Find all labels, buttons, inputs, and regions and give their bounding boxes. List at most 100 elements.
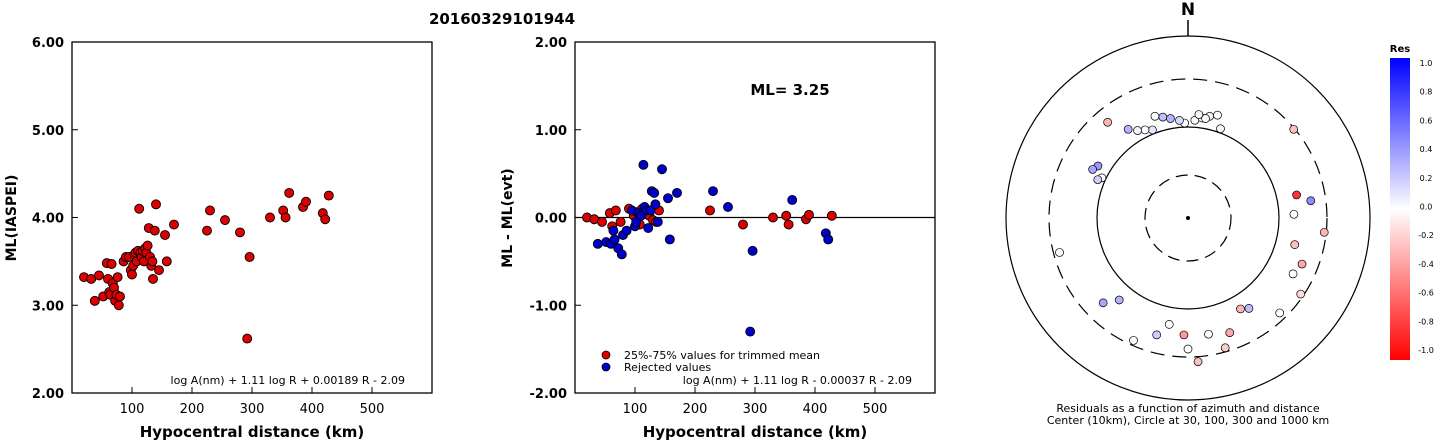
ring-300km	[1048, 78, 1328, 358]
station-point	[1297, 259, 1307, 269]
colorbar-gradient	[1390, 58, 1410, 360]
data-point	[745, 326, 756, 337]
data-point	[804, 209, 814, 220]
station-point	[1220, 343, 1230, 353]
data-point	[112, 272, 123, 283]
formula-label: log A(nm) + 1.11 log R - 0.00037 R - 2.0…	[683, 374, 912, 387]
station-point	[1201, 114, 1210, 123]
colorbar-tick-label: 0.4	[1420, 145, 1433, 154]
colorbar-tick-label: -0.4	[1418, 260, 1434, 269]
data-point	[649, 187, 660, 198]
data-point	[592, 238, 603, 249]
data-point	[265, 212, 275, 223]
x-tick-label: 300	[240, 402, 265, 417]
data-point	[650, 199, 661, 210]
y-axis-label: ML - ML(evt)	[500, 168, 516, 267]
data-point	[616, 249, 627, 260]
data-point	[202, 225, 212, 236]
ring-100km	[1096, 126, 1280, 310]
residual-vs-distance-plot: 100 200 300 400 500 -2.00 -1.00 0.00 1.00 2.00 ML…	[500, 36, 936, 441]
north-label: N	[1181, 0, 1195, 20]
y-tick-label: 3.00	[32, 299, 64, 314]
data-point	[615, 216, 626, 227]
station-point	[1289, 124, 1299, 134]
plot-frame	[71, 41, 433, 394]
data-point	[781, 210, 792, 221]
x-tick-label: 100	[120, 402, 145, 417]
station-point	[1175, 116, 1184, 125]
data-point	[664, 234, 675, 245]
legend-label-trimmed-mean: 25%-75% values for trimmed mean	[624, 349, 820, 362]
caption-line-1: Residuals as a function of azimuth and d…	[1056, 402, 1319, 415]
station-point	[1296, 289, 1306, 299]
y-axis-label: ML(IASPEI)	[4, 175, 20, 262]
data-point	[161, 256, 172, 267]
station-point	[1164, 320, 1174, 329]
station-point	[1098, 298, 1108, 308]
data-point	[148, 273, 158, 284]
station-point	[1166, 114, 1175, 123]
x-tick-label: 100	[623, 402, 648, 417]
colorbar-tick-label: 0.6	[1420, 116, 1433, 125]
data-point	[638, 159, 649, 170]
data-point	[672, 187, 682, 198]
data-point	[826, 210, 837, 221]
data-point	[149, 225, 160, 236]
ring-1000km	[1005, 35, 1371, 401]
station-point	[1288, 269, 1298, 279]
colorbar-tick-label: 1.0	[1420, 59, 1433, 68]
magnitude-annotation: ML= 3.25	[750, 81, 829, 99]
colorbar-tick-label: -0.6	[1418, 289, 1434, 298]
data-point	[154, 265, 164, 276]
data-point	[280, 212, 291, 223]
station-point	[1244, 304, 1254, 313]
station-point	[1179, 330, 1189, 340]
data-point	[106, 259, 117, 269]
data-point	[89, 295, 100, 306]
station-point	[1193, 357, 1203, 366]
data-point	[220, 215, 230, 226]
data-point	[657, 164, 667, 175]
data-point	[610, 205, 621, 216]
formula-label: log A(nm) + 1.11 log R + 0.00189 R - 2.0…	[171, 374, 405, 387]
station-point	[1292, 190, 1301, 200]
station-point	[1158, 112, 1168, 122]
station-point	[1204, 329, 1213, 339]
data-point	[747, 245, 758, 256]
colorbar-tick-label: -1.0	[1418, 346, 1434, 355]
data-point	[94, 270, 104, 281]
station-point	[1150, 111, 1160, 121]
data-point	[723, 202, 733, 212]
data-point	[768, 212, 778, 223]
data-point	[323, 190, 334, 201]
y-tick-label: -1.00	[530, 299, 567, 314]
ring-30km	[1144, 174, 1232, 262]
x-tick-label: 400	[300, 402, 325, 417]
azimuth-distance-polar-plot: N Residuals as a function of azimuth and…	[1005, 0, 1371, 427]
x-tick-label: 500	[863, 402, 888, 417]
data-point	[151, 199, 161, 210]
station-point	[1129, 336, 1138, 345]
data-point	[142, 240, 153, 251]
colorbar-tick-label: -0.2	[1418, 231, 1434, 240]
station-point	[1140, 125, 1150, 135]
y-tick-label: 1.00	[535, 124, 567, 139]
data-point	[235, 227, 245, 238]
center-marker	[1186, 216, 1190, 220]
legend-marker-trimmed-mean	[601, 350, 611, 360]
station-point	[1289, 209, 1299, 219]
station-point	[1275, 308, 1285, 318]
station-point	[1216, 124, 1225, 134]
y-tick-label: 5.00	[32, 124, 64, 139]
data-point	[242, 333, 253, 344]
figure-title: 20160329101944	[429, 10, 575, 28]
station-point	[1148, 125, 1157, 135]
x-tick-label: 200	[180, 402, 205, 417]
data-point	[284, 187, 295, 198]
data-point	[205, 205, 215, 216]
x-axis-label: Hypocentral distance (km)	[140, 423, 365, 441]
ml-vs-distance-plot: 100 200 300 400 500 2.00 3.00 4.00 5.00 6.00 ML(I…	[4, 36, 433, 441]
station-point	[1319, 227, 1329, 237]
caption-line-2: Center (10km), Circle at 30, 100, 300 an…	[1047, 414, 1329, 427]
